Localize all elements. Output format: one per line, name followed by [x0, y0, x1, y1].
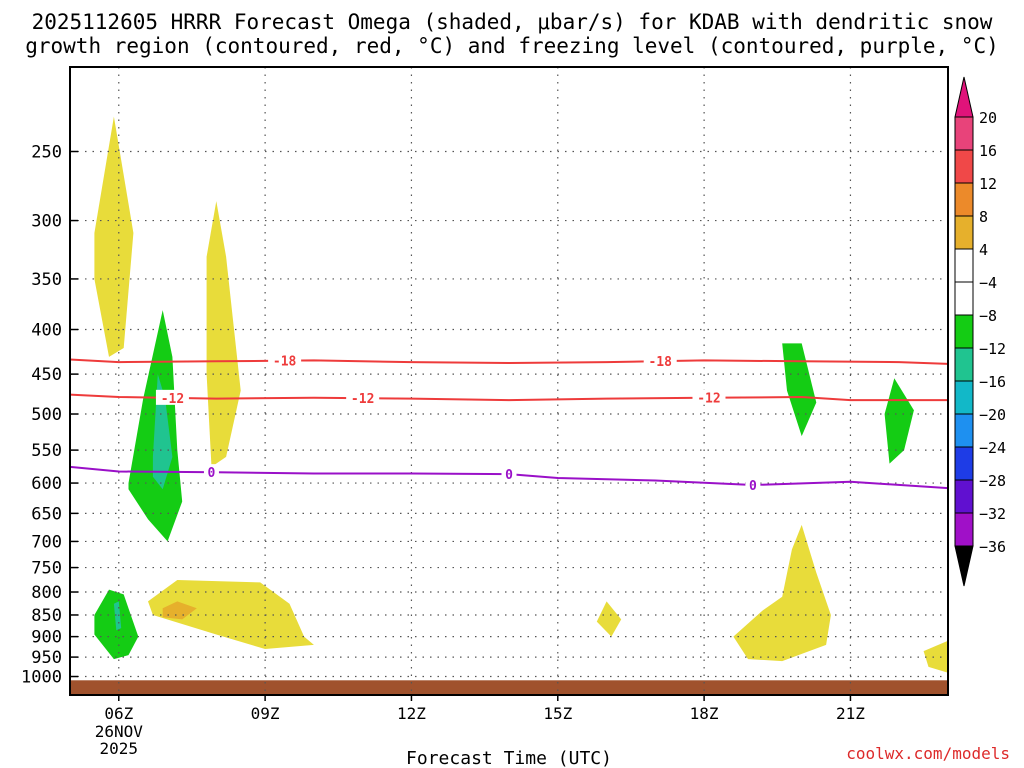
contour--18	[70, 358, 948, 365]
y-tick-label: 950	[31, 648, 62, 668]
contour-label: 0	[505, 468, 513, 483]
contour-label-bg	[346, 390, 380, 406]
omega-region-4	[148, 580, 314, 649]
omega-region-1	[206, 201, 241, 467]
omega-region-5	[162, 601, 197, 620]
colorbar-label: −12	[979, 340, 1006, 358]
x-tick-sublabel: 26NOV	[95, 722, 144, 741]
contour-label-bg	[643, 353, 677, 369]
contour-label-bg	[692, 389, 726, 405]
colorbar-swatch	[954, 281, 974, 316]
omega-shading	[94, 116, 948, 673]
colorbar-bottom-arrow	[954, 545, 974, 587]
contour--12	[70, 393, 948, 402]
y-axis: 2503003504004505005506006507007508008509…	[21, 143, 78, 688]
colorbar-top-arrow	[954, 76, 974, 118]
contour-label: -12	[351, 392, 374, 407]
plot-frame	[69, 66, 949, 696]
contour-label: 0	[208, 466, 216, 481]
colorbar-label: −8	[979, 307, 997, 325]
contour-lines: -18 -18 -12 -12 -12 0 0 0	[70, 352, 948, 494]
colorbar-label: −20	[979, 406, 1006, 424]
colorbar-label: 4	[979, 241, 988, 259]
colorbar-swatch	[954, 182, 974, 217]
contour-label: -18	[648, 355, 672, 370]
x-tick-label: 18Z	[690, 704, 719, 723]
y-tick-label: 500	[31, 405, 62, 425]
omega-region-11	[733, 524, 831, 662]
contour-label: -12	[697, 392, 720, 407]
y-tick-label: 1000	[21, 668, 62, 688]
contour-label: -18	[273, 355, 297, 370]
colorbar-swatch	[954, 314, 974, 349]
y-tick-label: 650	[31, 504, 62, 524]
omega-region-9	[782, 343, 817, 437]
colorbar-swatch	[954, 446, 974, 481]
contour-label: -12	[161, 392, 184, 407]
x-axis-label: Forecast Time (UTC)	[406, 748, 612, 768]
colorbar-label: −36	[979, 538, 1006, 556]
colorbar-swatch	[954, 215, 974, 250]
y-tick-label: 550	[31, 441, 62, 461]
omega-region-12	[923, 640, 948, 673]
contour-label-bg	[745, 476, 761, 492]
contour-label-bg	[203, 464, 219, 480]
y-tick-label: 800	[31, 583, 62, 603]
omega-region-8	[596, 601, 622, 637]
colorbar-label: −4	[979, 274, 997, 292]
colorbar: 20 16 12 8 4 −4 −8 −12 −16 −20 −24 −28 −32 −36	[954, 76, 1006, 587]
x-tick-label: 21Z	[836, 704, 865, 723]
omega-region-10	[884, 378, 914, 464]
colorbar-label: −24	[979, 439, 1006, 457]
contour-label-bg	[501, 466, 517, 482]
contour-label-bg	[155, 389, 189, 405]
omega-region-0	[94, 116, 134, 357]
y-tick-label: 300	[31, 212, 62, 232]
colorbar-swatch	[954, 380, 974, 415]
contour-label: 0	[749, 479, 757, 494]
y-tick-label: 850	[31, 606, 62, 626]
x-tick-label: 09Z	[251, 704, 280, 723]
x-tick-label: 06Z	[104, 704, 133, 723]
y-tick-label: 350	[31, 270, 62, 290]
colorbar-label: −16	[979, 373, 1006, 391]
contour-label-bg	[268, 352, 302, 368]
terrain-band	[70, 680, 948, 695]
y-tick-label: 900	[31, 628, 62, 648]
x-tick-sublabel: 2025	[100, 739, 139, 758]
site-credit: coolwx.com/models	[846, 744, 1010, 763]
colorbar-label: 16	[979, 142, 997, 160]
colorbar-swatch	[954, 116, 974, 151]
colorbar-swatch	[954, 479, 974, 514]
y-tick-label: 600	[31, 474, 62, 494]
colorbar-label: −28	[979, 472, 1006, 490]
colorbar-swatch	[954, 248, 974, 283]
chart-title-line-2: growth region (contoured, red, °C) and f…	[25, 34, 999, 58]
terrain-fill	[70, 680, 948, 695]
colorbar-swatch	[954, 347, 974, 382]
x-tick-label: 15Z	[543, 704, 572, 723]
y-tick-label: 400	[31, 321, 62, 341]
colorbar-label: 20	[979, 109, 997, 127]
x-tick-label: 12Z	[397, 704, 426, 723]
colorbar-label: −32	[979, 505, 1006, 523]
y-tick-label: 750	[31, 559, 62, 579]
colorbar-label: 8	[979, 208, 988, 226]
colorbar-swatch	[954, 413, 974, 448]
y-tick-label: 700	[31, 532, 62, 552]
y-tick-label: 450	[31, 365, 62, 385]
colorbar-swatch	[954, 149, 974, 184]
chart-title-line-1: 2025112605 HRRR Forecast Omega (shaded, …	[31, 10, 993, 34]
colorbar-swatch	[954, 512, 974, 547]
colorbar-label: 12	[979, 175, 997, 193]
y-tick-label: 250	[31, 143, 62, 163]
